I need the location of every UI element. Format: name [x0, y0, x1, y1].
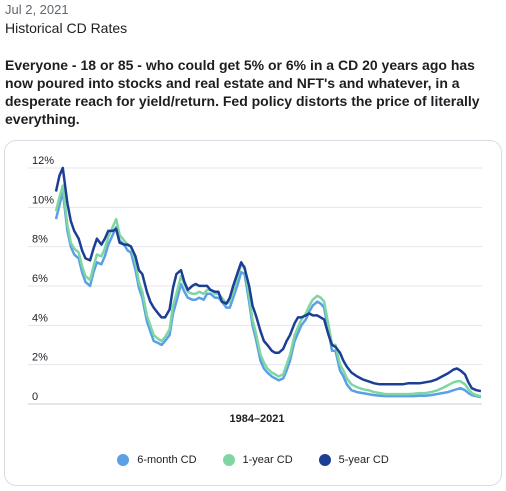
chart-series: [54, 166, 482, 399]
series-line-6-month-cd: [54, 190, 482, 399]
series-line-1-year-cd: [54, 184, 482, 398]
legend-label: 5-year CD: [338, 454, 389, 466]
x-axis-label: 1984–2021: [229, 413, 284, 425]
chart-legend: 6-month CD 1-year CD 5-year CD: [0, 451, 506, 469]
chart-card: [4, 140, 502, 486]
y-tick-label: 6%: [32, 273, 48, 285]
legend-item: 6-month CD: [117, 454, 197, 466]
y-tick-label: 12%: [32, 155, 54, 167]
y-axis-ticks: 0 2% 4% 6% 8% 10% 12%: [32, 155, 54, 403]
post-date: Jul 2, 2021: [5, 2, 69, 17]
post-title: Historical CD Rates: [5, 20, 128, 36]
series-line-5-year-cd: [54, 166, 482, 393]
legend-label: 1-year CD: [242, 454, 293, 466]
chart-gridlines: [28, 167, 482, 405]
y-tick-label: 0: [32, 391, 38, 403]
y-tick-label: 10%: [32, 194, 54, 206]
y-tick-label: 8%: [32, 234, 48, 246]
post-body: Everyone - 18 or 85 - who could get 5% o…: [5, 57, 480, 127]
legend-item: 1-year CD: [222, 454, 293, 466]
legend-dot-icon: [222, 454, 235, 466]
y-tick-label: 2%: [32, 352, 48, 364]
legend-dot-icon: [117, 454, 130, 466]
legend-label: 6-month CD: [137, 454, 197, 466]
y-tick-label: 4%: [32, 312, 48, 324]
legend-item: 5-year CD: [318, 454, 389, 466]
legend-dot-icon: [318, 454, 331, 466]
